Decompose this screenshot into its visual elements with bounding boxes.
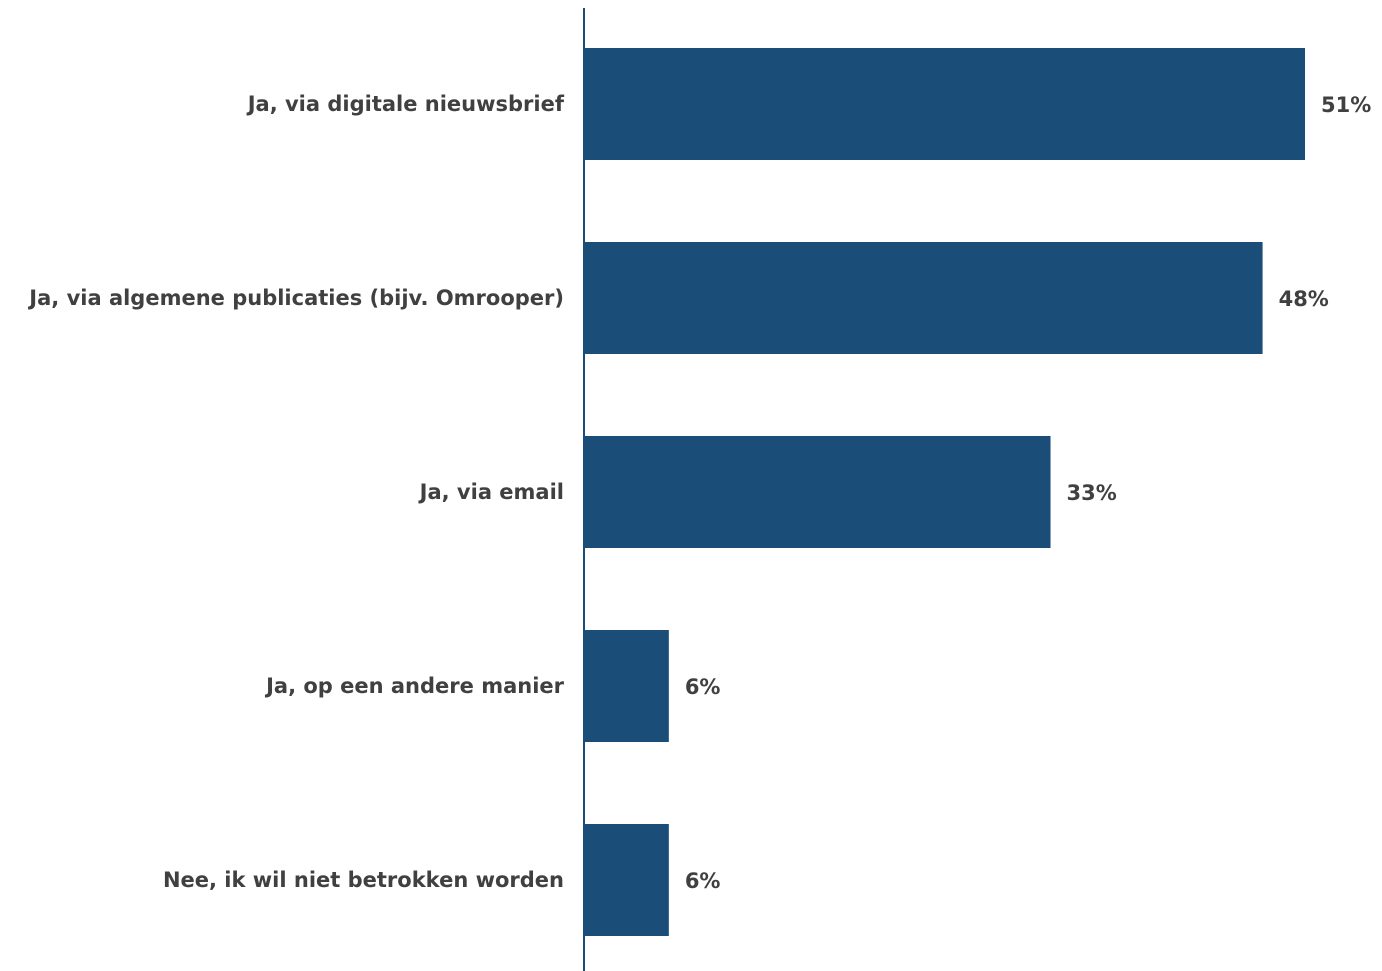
bar: [584, 436, 1051, 548]
category-label: Ja, via email: [418, 480, 564, 504]
bar: [584, 630, 669, 742]
category-label: Ja, via digitale nieuwsbrief: [246, 92, 565, 116]
value-label: 48%: [1279, 287, 1329, 311]
category-label: Ja, via algemene publicaties (bijv. Omro…: [27, 286, 564, 310]
bar: [584, 48, 1305, 160]
bars-group: [584, 48, 1305, 936]
bar: [584, 824, 669, 936]
value-label: 6%: [685, 869, 721, 893]
value-labels-group: 51% 48% 33% 6% 6%: [685, 93, 1371, 893]
value-label: 6%: [685, 675, 721, 699]
value-label: 51%: [1321, 93, 1371, 117]
category-label: Ja, op een andere manier: [264, 674, 565, 698]
bar: [584, 242, 1263, 354]
value-label: 33%: [1067, 481, 1117, 505]
category-label: Nee, ik wil niet betrokken worden: [163, 868, 564, 892]
category-labels-group: Ja, via digitale nieuwsbrief Ja, via alge…: [27, 92, 565, 892]
